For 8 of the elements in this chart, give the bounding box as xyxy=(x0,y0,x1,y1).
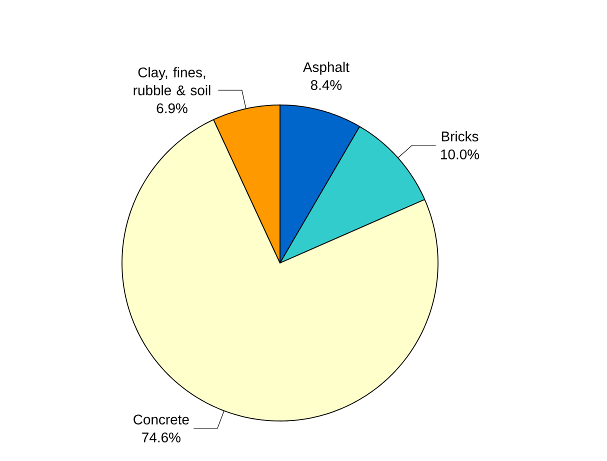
data-label: 74.6% xyxy=(142,432,180,442)
slice-label: Clay, fines, rubble & soil xyxy=(134,67,210,96)
data-label: 10.0% xyxy=(441,149,480,160)
slice-label: Concrete xyxy=(134,414,189,424)
slice-label: Asphalt xyxy=(302,62,350,75)
data-label: 8.4% xyxy=(310,80,342,90)
data-label: 6.9% xyxy=(156,103,188,114)
slice-label: Bricks xyxy=(442,131,478,142)
